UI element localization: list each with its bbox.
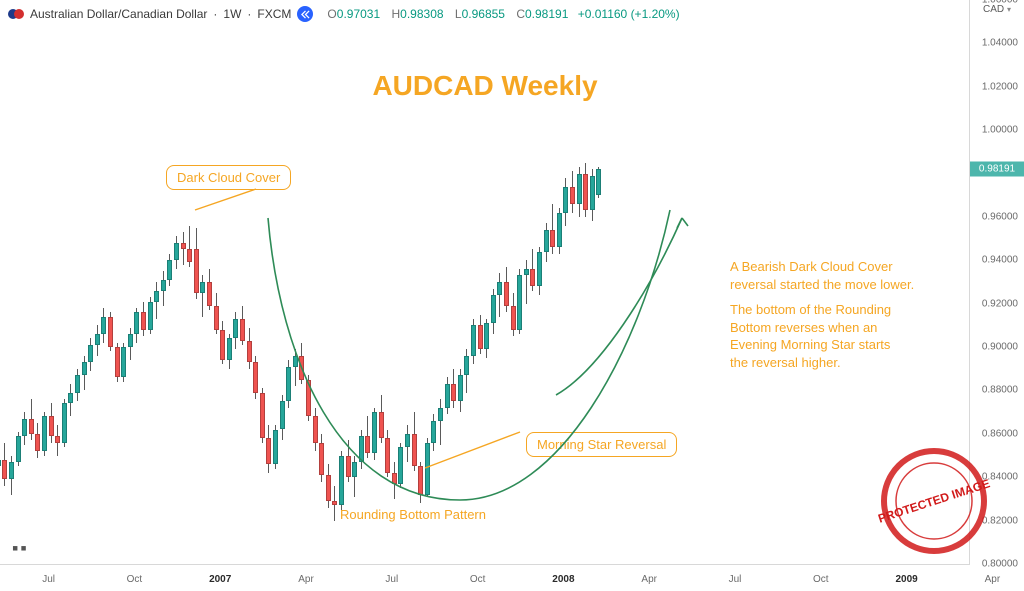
price-tick: 0.84000 — [982, 472, 1018, 483]
time-tick: Apr — [641, 574, 657, 585]
commentary-text: A Bearish Dark Cloud Coverreversal start… — [730, 258, 914, 371]
price-tick: 0.86000 — [982, 428, 1018, 439]
time-tick: Jul — [729, 574, 742, 585]
time-tick: Jul — [385, 574, 398, 585]
price-tick: 0.88000 — [982, 385, 1018, 396]
price-tick: 0.96000 — [982, 211, 1018, 222]
time-tick: Oct — [127, 574, 143, 585]
callout-morning-star: Morning Star Reversal — [526, 432, 677, 457]
ellipsis-icon: ▪▪ — [12, 538, 29, 559]
price-tick: 1.00000 — [982, 125, 1018, 136]
price-tick: 0.82000 — [982, 515, 1018, 526]
time-tick: 2007 — [209, 574, 231, 585]
last-price-tag: 0.98191 — [970, 162, 1024, 177]
currency-label[interactable]: CAD ▾ — [970, 4, 1024, 15]
time-tick: 2008 — [552, 574, 574, 585]
time-tick: Apr — [298, 574, 314, 585]
time-tick: Apr — [985, 574, 1001, 585]
price-tick: 0.80000 — [982, 559, 1018, 570]
price-tick: 0.90000 — [982, 342, 1018, 353]
chevron-down-icon[interactable]: ▾ — [1007, 5, 1011, 14]
price-tick: 1.04000 — [982, 38, 1018, 49]
price-tick: 1.02000 — [982, 81, 1018, 92]
time-tick: Oct — [470, 574, 486, 585]
chart-title: AUDCAD Weekly — [0, 70, 970, 102]
time-tick: Oct — [813, 574, 829, 585]
time-axis[interactable]: AprJulOct2007AprJulOct2008AprJulOct2009A… — [0, 564, 970, 591]
label-rounding-bottom: Rounding Bottom Pattern — [340, 506, 486, 524]
callout-dark-cloud: Dark Cloud Cover — [166, 165, 291, 190]
price-tick: 0.92000 — [982, 298, 1018, 309]
time-tick: 2009 — [895, 574, 917, 585]
price-tick: 0.94000 — [982, 255, 1018, 266]
time-tick: Jul — [42, 574, 55, 585]
price-tick: 1.06000 — [982, 0, 1018, 6]
price-axis[interactable]: CAD ▾ 1.060001.040001.020001.000000.9800… — [969, 0, 1024, 564]
